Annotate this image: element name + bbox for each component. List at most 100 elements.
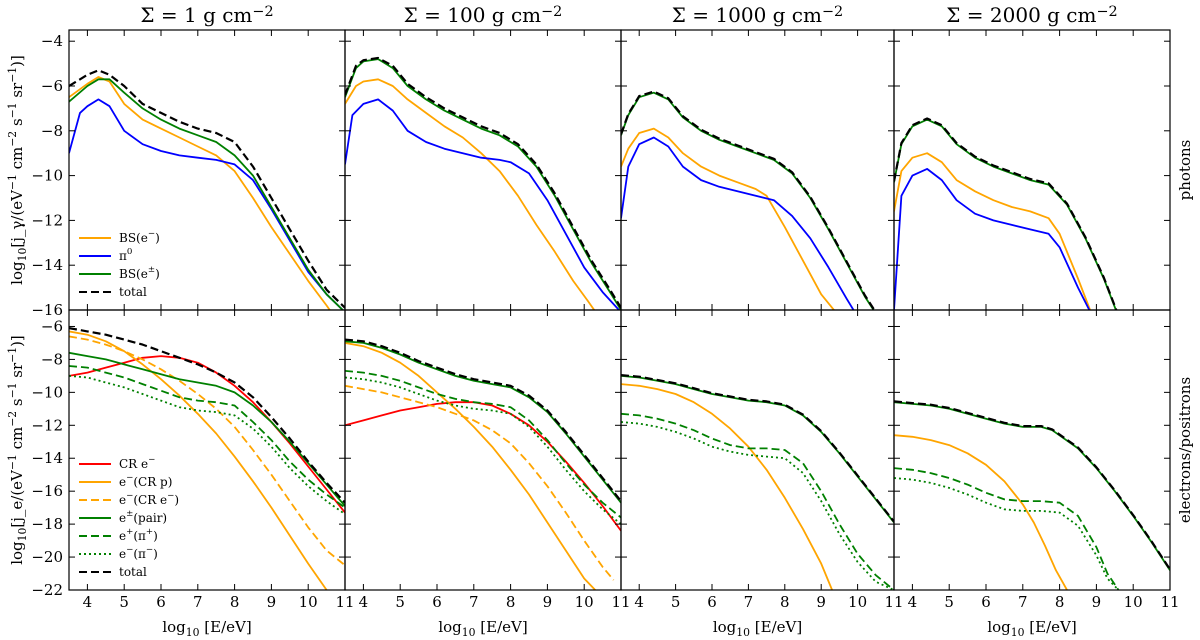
series-group <box>894 400 1170 590</box>
series-line-2 <box>894 401 1170 571</box>
x-tick-label: 10 <box>1124 593 1143 611</box>
series-line-1 <box>894 434 1068 590</box>
x-tick-label: 6 <box>981 593 991 611</box>
x-tick-label: 8 <box>230 593 240 611</box>
series-line-2 <box>345 342 596 590</box>
panel-title-3: Σ = 1000 g cm−2​ <box>672 3 843 27</box>
panels: −4−6−8−10−12−14−16BS(e−)π0​BS(e±)total−6… <box>31 29 1180 611</box>
legend-label: total <box>119 565 147 579</box>
y-tick-label: −14 <box>31 449 63 467</box>
series-line-2 <box>621 375 894 524</box>
y-tick-label: −18 <box>31 515 63 533</box>
series-line-3 <box>345 58 621 310</box>
panel-electrons-1: −6 −8 −10 −12 −14 −16 −18 −20 −22 4 5 6 7 8 9 10 11 CR e−… <box>31 309 355 611</box>
legend-label: e±(pair) <box>119 509 167 525</box>
y-tick-label: −10 <box>31 383 63 401</box>
x-tick-label: 11 <box>611 593 630 611</box>
series-line-6 <box>345 376 621 525</box>
series-line-6 <box>69 375 345 515</box>
series-group <box>345 56 621 310</box>
y-axis-label-photons: log10[j_γ/(eV−1 cm−2 s−1 sr−1)] <box>6 55 29 285</box>
x-tick-label: 6 <box>707 593 717 611</box>
x-tick-label: 5 <box>395 593 405 611</box>
y-tick-label: −12 <box>31 416 63 434</box>
x-tick-label: 8 <box>1055 593 1065 611</box>
series-group <box>345 338 621 590</box>
y-tick-label: −14 <box>31 256 63 274</box>
x-axis-label: log10 [E/eV] <box>438 618 527 639</box>
column-titles: Σ = 1 g cm−2​ Σ = 100 g cm−2​ Σ = 1000 g c… <box>140 3 1117 27</box>
y-tick-label: −8 <box>41 350 63 368</box>
x-tick-label: 10 <box>299 593 318 611</box>
x-tick-label: 7 <box>1018 593 1028 611</box>
series-line-1 <box>621 383 833 590</box>
series-line-5 <box>894 400 1170 571</box>
panel-title-2: Σ = 100 g cm−2​ <box>404 3 563 27</box>
series-line-3 <box>894 467 1120 590</box>
row-label-electrons: electrons/positrons <box>1176 377 1194 523</box>
panel-frame <box>620 29 895 311</box>
legend-label: e−(π−) <box>119 545 158 561</box>
x-tick-label: 6 <box>432 593 442 611</box>
panel-photons-4 <box>893 29 1171 311</box>
panel-photons-3 <box>620 29 895 311</box>
y-tick-label: −20 <box>31 548 63 566</box>
series-line-4 <box>69 351 345 507</box>
panel-frame <box>893 29 1171 311</box>
series-group <box>894 117 1118 310</box>
x-tick-label: 11 <box>1160 593 1179 611</box>
x-tick-label: 9 <box>267 593 277 611</box>
legend-label: π0​ <box>119 247 132 263</box>
legend-label: e−(CR p) <box>119 473 172 489</box>
x-tick-label: 5 <box>671 593 681 611</box>
x-tick-label: 6 <box>156 593 166 611</box>
y-tick-label: −6 <box>41 77 63 95</box>
panel-frame <box>344 29 622 311</box>
y-tick-label: −10 <box>31 167 63 185</box>
y-tick-label: −22 <box>31 581 63 599</box>
series-line-3 <box>69 78 345 310</box>
series-group <box>69 327 345 590</box>
legend-electrons: CR e−​ e−(CR p) e−(CR e−) e±(pair) e+(π+) e−(… <box>79 455 179 579</box>
series-line-3 <box>621 412 894 590</box>
series-line-5 <box>621 374 894 523</box>
x-tick-label: 9 <box>543 593 553 611</box>
panel-photons-1: −4 −6 −8 −10 −12 −14 −16 BS(e−) π0​ BS(e±) total <box>31 29 346 319</box>
legend-label: CR e−​ <box>119 455 155 471</box>
series-line-1 <box>894 152 1092 310</box>
x-tick-label: 4 <box>908 593 918 611</box>
panel-electrons-2: 4 5 6 7 8 9 10 11 <box>344 309 631 611</box>
x-tick-label: 5 <box>944 593 954 611</box>
series-line-2 <box>894 167 1091 310</box>
x-tick-label: 4 <box>83 593 93 611</box>
series-group <box>69 69 345 310</box>
x-tick-label: 4 <box>634 593 644 611</box>
row-label-photons: photons <box>1176 140 1194 201</box>
series-line-4 <box>621 90 876 310</box>
x-tick-label: 11 <box>884 593 903 611</box>
series-line-4 <box>621 421 894 590</box>
x-axis-label: log10 [E/eV] <box>162 618 251 639</box>
panel-title-1: Σ = 1 g cm−2​ <box>140 3 273 27</box>
series-line-1 <box>69 76 331 310</box>
x-tick-label: 8 <box>780 593 790 611</box>
series-line-7 <box>69 327 345 504</box>
x-tick-label: 9 <box>1092 593 1102 611</box>
y-axis-label-electrons: log10[j_e/(eV−1 cm−2 s−1 sr−1)] <box>6 335 29 565</box>
panel-frame <box>68 309 346 591</box>
legend-label: BS(e±) <box>119 265 160 281</box>
series-line-3 <box>345 384 615 581</box>
legend-label: total <box>119 285 147 299</box>
x-tick-label: 5 <box>119 593 129 611</box>
x-tick-label: 7 <box>193 593 203 611</box>
legend-photons: BS(e−) π0​ BS(e±) total <box>79 229 160 299</box>
series-line-7 <box>345 338 621 502</box>
series-line-1 <box>345 401 621 532</box>
series-line-4 <box>345 340 621 504</box>
panel-title-4: Σ = 2000 g cm−2​ <box>946 3 1117 27</box>
y-tick-label: −12 <box>31 211 63 229</box>
series-line-4 <box>894 477 1120 590</box>
y-tick-label: −8 <box>41 122 63 140</box>
series-line-4 <box>345 56 621 309</box>
